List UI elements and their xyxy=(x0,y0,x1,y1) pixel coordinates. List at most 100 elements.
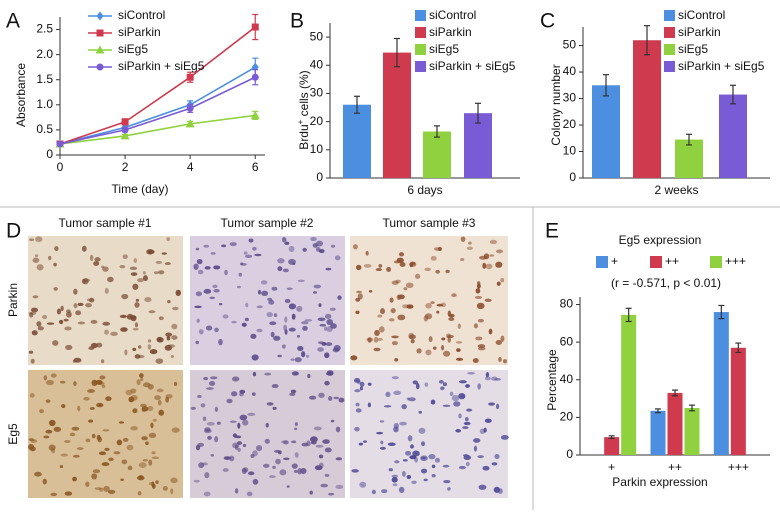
panel-letter: B xyxy=(290,10,304,33)
cell-nucleus xyxy=(291,313,296,320)
cell-nucleus xyxy=(119,314,127,319)
cell-nucleus xyxy=(475,288,481,294)
cell-nucleus xyxy=(269,321,277,326)
cell-nucleus xyxy=(399,261,406,268)
cell-nucleus xyxy=(218,338,223,346)
x-tick-label: 6 xyxy=(252,160,259,174)
cell-nucleus xyxy=(197,394,202,399)
cell-nucleus xyxy=(167,344,176,348)
cell-nucleus xyxy=(53,286,58,291)
cell-nucleus xyxy=(104,287,109,294)
cell-nucleus xyxy=(392,483,398,486)
cell-nucleus xyxy=(355,408,362,413)
cell-nucleus xyxy=(301,442,309,447)
cell-nucleus xyxy=(138,462,147,469)
cell-nucleus xyxy=(368,290,373,293)
cell-nucleus xyxy=(357,293,363,300)
cell-nucleus xyxy=(297,345,304,352)
error-bar xyxy=(655,408,661,414)
cell-nucleus xyxy=(246,491,253,497)
cell-nucleus xyxy=(482,262,487,269)
cell-nucleus xyxy=(88,297,95,303)
cell-nucleus xyxy=(375,268,383,272)
tissue-image xyxy=(28,236,183,365)
y-tick-label: 40 xyxy=(310,57,324,71)
cell-nucleus xyxy=(500,278,505,283)
cell-nucleus xyxy=(36,321,42,327)
cell-nucleus xyxy=(59,465,64,468)
cell-nucleus xyxy=(234,488,239,494)
cell-nucleus xyxy=(224,269,228,276)
cell-nucleus xyxy=(408,397,416,402)
cell-nucleus xyxy=(242,443,247,448)
cell-nucleus xyxy=(51,448,56,454)
cell-nucleus xyxy=(430,255,437,261)
cell-nucleus xyxy=(329,307,336,311)
y-tick-label: 1.0 xyxy=(36,97,53,111)
cell-nucleus xyxy=(170,477,178,484)
legend-label: siParkin xyxy=(429,25,472,39)
cell-nucleus xyxy=(54,246,59,252)
cell-nucleus xyxy=(463,455,472,461)
error-bar xyxy=(434,125,440,138)
cell-nucleus xyxy=(284,316,288,323)
cell-nucleus xyxy=(310,436,318,443)
cell-nucleus xyxy=(91,379,98,387)
cell-nucleus xyxy=(324,380,330,386)
cell-nucleus xyxy=(498,356,502,362)
cell-nucleus xyxy=(475,336,483,341)
cell-nucleus xyxy=(460,257,465,262)
marker xyxy=(96,29,104,37)
cell-nucleus xyxy=(244,254,253,258)
cell-nucleus xyxy=(157,270,165,275)
cell-nucleus xyxy=(458,380,467,384)
cell-nucleus xyxy=(325,342,333,346)
cell-nucleus xyxy=(203,491,211,497)
cell-nucleus xyxy=(291,371,299,376)
cell-nucleus xyxy=(36,264,44,271)
cell-nucleus xyxy=(424,267,432,272)
cell-nucleus xyxy=(101,384,106,388)
cell-nucleus xyxy=(166,336,171,341)
cell-nucleus xyxy=(248,238,254,243)
cell-nucleus xyxy=(101,462,110,467)
cell-nucleus xyxy=(209,376,218,380)
cell-nucleus xyxy=(64,326,72,331)
cell-nucleus xyxy=(391,376,399,380)
cell-nucleus xyxy=(359,386,363,391)
cell-nucleus xyxy=(293,469,298,474)
tissue-image xyxy=(28,370,183,498)
cell-nucleus xyxy=(142,275,148,282)
bar xyxy=(684,407,700,455)
cell-nucleus xyxy=(89,254,94,262)
cell-nucleus xyxy=(385,391,391,398)
cell-nucleus xyxy=(214,436,219,443)
cell-nucleus xyxy=(242,419,249,426)
cell-nucleus xyxy=(204,427,211,432)
cell-nucleus xyxy=(297,468,302,475)
cell-nucleus xyxy=(420,456,427,460)
cell-nucleus xyxy=(83,396,90,401)
error-bar xyxy=(354,95,360,114)
cell-nucleus xyxy=(494,377,502,381)
cell-nucleus xyxy=(248,471,255,476)
cell-nucleus xyxy=(122,254,128,260)
cell-nucleus xyxy=(458,465,466,470)
cell-nucleus xyxy=(483,427,487,433)
cell-nucleus xyxy=(273,449,281,453)
cell-nucleus xyxy=(466,408,473,412)
cell-nucleus xyxy=(103,485,110,492)
column-header: Tumor sample #3 xyxy=(383,216,476,230)
cell-nucleus xyxy=(269,475,276,479)
y-axis-label: Percentage xyxy=(545,349,559,411)
cell-nucleus xyxy=(127,465,133,471)
cell-nucleus xyxy=(85,481,90,487)
cell-nucleus xyxy=(495,339,503,346)
cell-nucleus xyxy=(472,358,479,363)
legend-label: +++ xyxy=(725,254,746,268)
cell-nucleus xyxy=(416,348,422,354)
cell-nucleus xyxy=(65,344,73,350)
y-tick-label: 60 xyxy=(560,334,574,348)
cell-nucleus xyxy=(365,250,369,256)
cell-nucleus xyxy=(447,336,451,343)
